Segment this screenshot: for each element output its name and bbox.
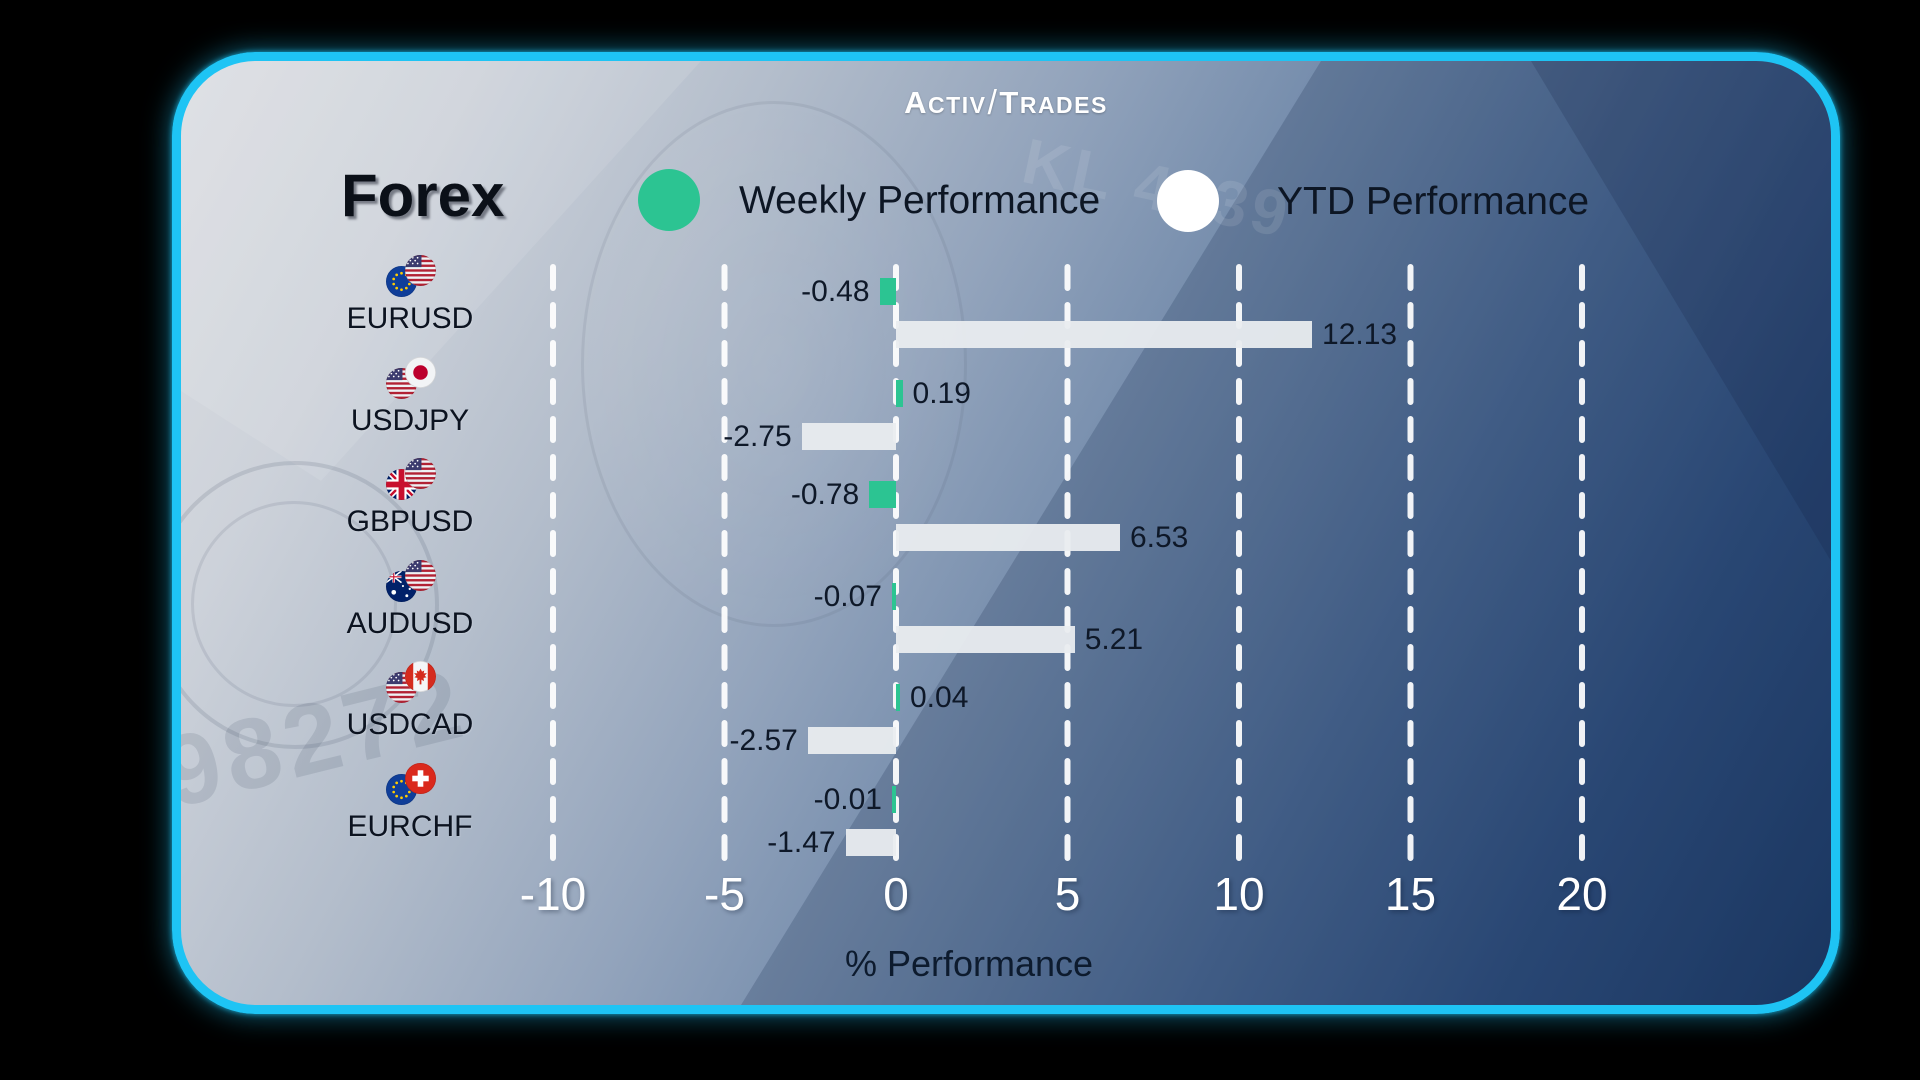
ytd-legend-dot-icon bbox=[1157, 170, 1219, 232]
ytd-value: -1.47 bbox=[767, 826, 836, 859]
logo-slash-icon: / bbox=[987, 84, 999, 122]
pair-label: USDCAD bbox=[346, 708, 474, 742]
weekly-bar bbox=[892, 582, 896, 610]
weekly-value: 0.19 bbox=[912, 376, 971, 410]
weekly-value: -0.48 bbox=[801, 275, 870, 308]
pair-label: GBPUSD bbox=[346, 505, 474, 539]
logo-part2-initial: T bbox=[999, 85, 1020, 120]
axis-tick-label: 5 bbox=[1054, 868, 1081, 920]
weekly-value: -0.07 bbox=[813, 579, 882, 613]
axis-tick-label: -10 bbox=[519, 868, 587, 920]
flag-jp-icon bbox=[405, 356, 436, 388]
weekly-bar bbox=[879, 278, 896, 305]
flag-ch-icon bbox=[405, 763, 436, 794]
pair-label: EURUSD bbox=[346, 302, 474, 335]
ytd-bar bbox=[896, 625, 1075, 653]
axis-tick-label: 0 bbox=[883, 868, 909, 920]
logo-part1-rest: CTIV bbox=[928, 92, 987, 118]
ytd-bar bbox=[896, 524, 1120, 552]
flag-ca-icon bbox=[405, 661, 436, 693]
logo-part2-rest: RADES bbox=[1019, 92, 1108, 118]
ytd-value: -2.75 bbox=[723, 419, 792, 453]
ytd-bar bbox=[801, 422, 896, 450]
pair-label: EURCHF bbox=[347, 810, 473, 843]
axis-tick-label: -5 bbox=[704, 868, 745, 920]
weekly-value: -0.78 bbox=[790, 478, 860, 512]
axis-tick-label: 10 bbox=[1213, 868, 1265, 920]
infographic-card: 98272 KL 4439 ACTIV/TRADES Forex Weekly … bbox=[172, 52, 1840, 1014]
ytd-value: 5.21 bbox=[1084, 622, 1144, 656]
flag-us-icon bbox=[405, 255, 436, 286]
chart-title: Forex bbox=[341, 162, 505, 229]
weekly-value: -0.01 bbox=[813, 783, 882, 816]
ytd-legend-label: YTD Performance bbox=[1277, 180, 1590, 223]
x-axis-label: % Performance bbox=[844, 943, 1094, 984]
ytd-bar bbox=[807, 727, 896, 755]
flag-us-icon bbox=[405, 559, 436, 591]
ytd-value: -2.57 bbox=[729, 724, 798, 758]
weekly-bar bbox=[869, 481, 896, 509]
ytd-bar bbox=[896, 321, 1313, 348]
weekly-legend-label: Weekly Performance bbox=[739, 179, 1101, 222]
ytd-value: 6.53 bbox=[1129, 521, 1189, 555]
weekly-value: 0.04 bbox=[910, 681, 969, 715]
pair-label: USDJPY bbox=[350, 403, 470, 437]
axis-tick-label: 15 bbox=[1384, 868, 1437, 920]
activtrades-logo: ACTIV/TRADES bbox=[181, 83, 1831, 122]
ytd-bar bbox=[845, 829, 896, 856]
weekly-bar bbox=[892, 786, 896, 813]
ytd-value: 12.13 bbox=[1322, 318, 1398, 351]
weekly-bar bbox=[896, 684, 900, 712]
pair-label: AUDUSD bbox=[346, 606, 474, 640]
flag-us-icon bbox=[405, 458, 436, 490]
gridlines bbox=[550, 264, 1585, 864]
weekly-legend-dot-icon bbox=[638, 169, 700, 231]
logo-part1-initial: A bbox=[904, 85, 929, 120]
axis-tick-label: 20 bbox=[1556, 868, 1608, 920]
weekly-bar bbox=[896, 379, 903, 407]
